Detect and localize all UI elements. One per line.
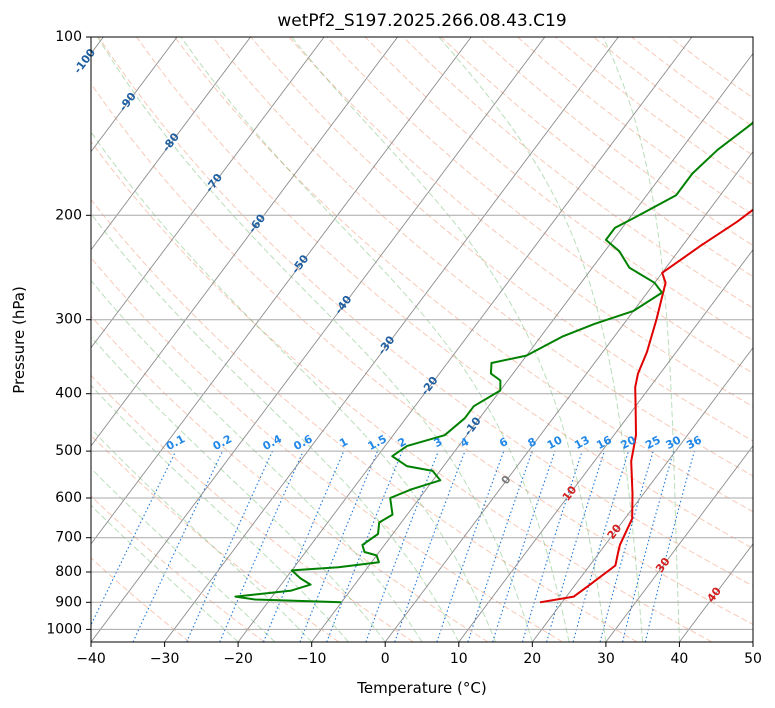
- mixing-ratio-label: 25: [643, 433, 663, 452]
- mixing-ratio-line: [622, 450, 675, 642]
- mixing-ratio-line: [91, 450, 177, 627]
- mixing-ratio-line: [572, 450, 630, 642]
- background-lines: [91, 37, 753, 642]
- sounding-series: [234, 120, 753, 604]
- mixing-ratio-line: [326, 450, 403, 642]
- y-tick-label: 400: [55, 386, 82, 402]
- x-tick-label: 20: [523, 651, 541, 667]
- mixing-ratio-line: [186, 450, 273, 642]
- moist-adiabat: [91, 131, 497, 642]
- isotherm: [91, 37, 251, 251]
- y-axis-label: Pressure (hPa): [10, 286, 28, 394]
- mixing-ratio-label: 13: [572, 433, 592, 452]
- y-tick-label: 100: [55, 29, 82, 45]
- isotherm: [237, 37, 693, 642]
- dry-adiabat: [326, 37, 753, 374]
- moist-adiabat: [96, 37, 533, 642]
- x-tick-label: 40: [670, 651, 688, 667]
- dry-adiabat: [91, 82, 753, 625]
- moist-adiabat: [291, 37, 607, 642]
- dry-adiabat: [91, 140, 713, 642]
- dry-adiabat: [91, 434, 340, 642]
- dry-adiabat: [91, 495, 265, 642]
- dry-adiabat: [402, 37, 753, 309]
- mixing-ratio-line: [365, 450, 439, 642]
- mixing-ratio-line: [521, 450, 583, 642]
- isotherm: [384, 150, 753, 642]
- x-tick-label: 10: [450, 651, 468, 667]
- mixing-ratio-line: [299, 450, 379, 642]
- x-tick-label: 50: [744, 651, 762, 667]
- mixing-ratio-label: 30: [664, 433, 684, 452]
- x-tick-label: −10: [297, 651, 327, 667]
- x-axis-label: Temperature (°C): [356, 679, 486, 697]
- dry-adiabat: [174, 37, 753, 513]
- y-tick-label: 1000: [46, 621, 82, 637]
- moist-adiabat: [91, 384, 349, 642]
- isotherm: [91, 37, 546, 642]
- dry-adiabat: [98, 37, 753, 587]
- x-tick-label: −20: [223, 651, 253, 667]
- x-tick-label: −30: [150, 651, 180, 667]
- y-tick-label: 700: [55, 530, 82, 546]
- mixing-ratio-line: [492, 450, 556, 642]
- y-tick-label: 900: [55, 594, 82, 610]
- plot-frame: [90, 36, 754, 643]
- mixing-ratio-label: 20: [618, 433, 638, 452]
- x-tick-label: −40: [76, 651, 106, 667]
- x-tick-label: 30: [597, 651, 615, 667]
- chart-title: wetPf2_S197.2025.266.08.43.C19: [277, 11, 566, 31]
- sounding-profile-2: [234, 120, 753, 604]
- dry-adiabat: [91, 257, 563, 642]
- isotherm: [605, 445, 753, 642]
- dry-adiabat: [91, 557, 191, 642]
- dry-adiabat: [91, 315, 489, 642]
- dry-adiabat: [91, 198, 638, 642]
- x-tick-label: 0: [381, 651, 390, 667]
- y-tick-label: 200: [55, 207, 82, 223]
- moist-adiabat: [91, 335, 386, 642]
- mixing-ratio-line: [436, 450, 505, 642]
- mixing-ratio-line: [262, 450, 345, 642]
- moist-adiabat: [91, 467, 276, 642]
- y-tick-label: 500: [55, 443, 82, 459]
- moist-adiabat: [602, 37, 680, 642]
- dry-adiabat: [288, 37, 753, 408]
- moist-adiabat: [91, 213, 460, 642]
- isotherm: [91, 37, 178, 153]
- sounding-profile-1: [539, 208, 753, 604]
- moist-adiabat: [180, 37, 570, 642]
- mixing-ratio-line: [599, 450, 654, 642]
- y-tick-label: 800: [55, 564, 82, 580]
- dry-adiabat: [212, 37, 753, 477]
- isotherm: [311, 52, 753, 642]
- isotherm: [164, 37, 619, 642]
- mixing-ratio-label: 10: [545, 433, 565, 452]
- dry-adiabat: [136, 37, 753, 550]
- isotherm: [458, 248, 753, 642]
- mixing-ratio-line: [219, 450, 304, 642]
- y-tick-label: 600: [55, 490, 82, 506]
- isotherm: [91, 37, 472, 545]
- y-tick-label: 300: [55, 312, 82, 328]
- mixing-ratio-line: [546, 450, 605, 642]
- mixing-ratio-label: 16: [594, 433, 614, 452]
- isotherm: [91, 37, 398, 447]
- isotherm: [91, 37, 325, 349]
- mixing-ratio-label: 36: [684, 433, 704, 452]
- isotherm: [531, 347, 753, 642]
- mixing-ratio-line: [467, 450, 533, 642]
- moist-adiabat: [438, 37, 644, 642]
